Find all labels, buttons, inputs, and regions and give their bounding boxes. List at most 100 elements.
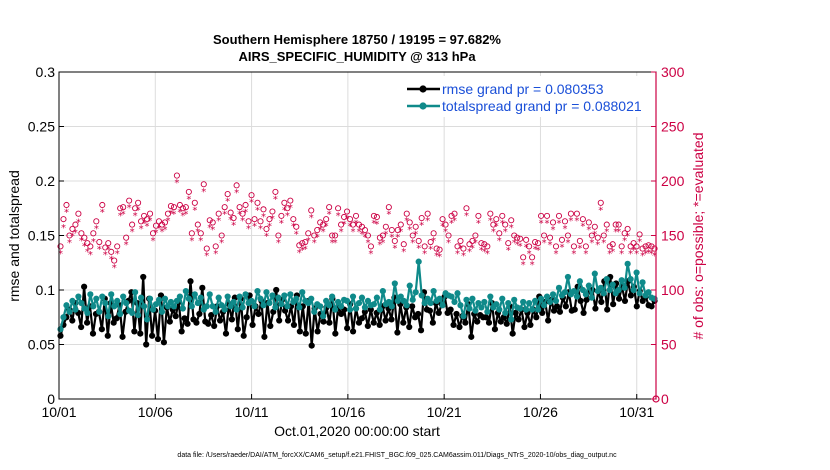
- obs-possible-marker: [108, 248, 115, 255]
- y-left-tick-label-3: 0.15: [28, 228, 55, 244]
- totalspread-point: [627, 276, 634, 283]
- totalspread-point: [582, 291, 589, 298]
- obs-evaluated-marker: *: [470, 243, 475, 254]
- obs-evaluated-marker: *: [306, 236, 311, 247]
- obs-evaluated-marker: *: [142, 218, 147, 229]
- totalspread-point: [421, 299, 428, 307]
- totalspread-point: [484, 308, 491, 315]
- obs-evaluated-marker: *: [294, 229, 299, 240]
- obs-possible-marker: [397, 221, 404, 228]
- obs-evaluated-marker: *: [237, 210, 242, 221]
- obs-possible-marker: [272, 188, 279, 195]
- obs-evaluated-marker: *: [637, 237, 642, 248]
- totalspread-point: [391, 280, 398, 287]
- obs-evaluated-marker: *: [139, 224, 144, 235]
- obs-possible-marker: [618, 243, 625, 250]
- obs-possible-marker: [170, 204, 177, 211]
- obs-possible-marker: [209, 219, 216, 226]
- obs-evaluated-marker: *: [592, 229, 597, 240]
- obs-possible-marker: [236, 204, 243, 211]
- totalspread-point: [469, 295, 476, 302]
- obs-evaluated-marker: *: [521, 260, 526, 271]
- totalspread-point: [197, 294, 204, 301]
- rmse-point: [193, 319, 200, 326]
- obs-possible-marker: [141, 212, 148, 219]
- obs-possible-marker: [335, 205, 342, 212]
- rmse-point: [562, 303, 569, 310]
- obs-evaluated-marker: *: [183, 210, 188, 221]
- x-tick-label-2: 10/11: [235, 404, 269, 420]
- totalspread-point: [117, 310, 124, 318]
- totalspread-point: [394, 297, 401, 304]
- obs-possible-marker: [290, 216, 297, 223]
- rmse-point: [400, 319, 407, 326]
- rmse-point: [320, 318, 327, 325]
- obs-possible-marker: [612, 221, 619, 228]
- rmse-point: [243, 314, 250, 321]
- rmse-point: [154, 335, 162, 343]
- obs-evaluated-marker: *: [258, 224, 263, 235]
- rmse-point: [556, 308, 564, 315]
- obs-evaluated-marker: *: [440, 222, 445, 233]
- totalspread-point: [600, 290, 607, 297]
- rmse-point: [382, 317, 389, 324]
- totalspread-point: [63, 302, 70, 309]
- obs-evaluated-marker: *: [151, 236, 156, 247]
- obs-evaluated-marker: *: [333, 238, 338, 249]
- rmse-point: [550, 307, 558, 314]
- obs-possible-marker: [293, 223, 300, 230]
- obs-possible-marker: [415, 237, 422, 244]
- obs-evaluated-marker: *: [348, 222, 353, 233]
- obs-possible-marker: [445, 232, 452, 239]
- totalspread-point: [269, 292, 276, 299]
- obs-evaluated-marker: *: [389, 233, 394, 244]
- obs-possible-marker: [96, 238, 103, 246]
- rmse-point: [234, 326, 241, 333]
- rmse-point: [406, 323, 413, 331]
- totalspread-point: [215, 294, 222, 301]
- obs-evaluated-marker: *: [640, 251, 645, 262]
- rmse-point: [512, 309, 519, 316]
- obs-possible-marker: [233, 182, 240, 189]
- obs-evaluated-marker: *: [168, 209, 173, 220]
- totalspread-point: [332, 306, 339, 313]
- totalspread-point: [370, 301, 378, 308]
- obs-evaluated-marker: *: [386, 210, 391, 221]
- totalspread-point: [99, 293, 106, 300]
- obs-evaluated-marker: *: [309, 213, 314, 224]
- obs-possible-marker: [538, 212, 545, 219]
- obs-evaluated-marker: *: [97, 245, 102, 256]
- obs-possible-marker: [254, 199, 261, 206]
- obs-possible-marker: [105, 240, 112, 247]
- legend-spread-label: totalspread grand pr = 0.088021: [442, 98, 642, 114]
- rmse-point: [205, 320, 212, 327]
- rmse-point: [178, 328, 185, 335]
- obs-possible-marker: [484, 243, 491, 250]
- obs-possible-marker: [257, 218, 264, 225]
- totalspread-point: [164, 303, 172, 310]
- obs-possible-marker: [436, 246, 443, 253]
- obs-evaluated-marker: *: [228, 215, 233, 226]
- obs-possible-marker: [167, 203, 174, 210]
- totalspread-point: [123, 299, 130, 307]
- rmse-point: [553, 303, 561, 310]
- totalspread-point: [597, 284, 604, 291]
- totalspread-point: [203, 303, 210, 310]
- obs-possible-marker: [472, 232, 479, 239]
- x-tick-label-1: 10/06: [138, 404, 173, 420]
- obs-evaluated-marker: *: [207, 223, 212, 234]
- obs-evaluated-marker: *: [583, 249, 588, 260]
- obs-evaluated-marker: *: [607, 249, 612, 260]
- rmse-point: [326, 319, 333, 326]
- obs-evaluated-marker: *: [595, 240, 600, 251]
- totalspread-point: [579, 286, 586, 294]
- obs-possible-marker: [63, 201, 70, 209]
- obs-evaluated-marker: *: [171, 210, 176, 221]
- obs-possible-marker: [412, 223, 419, 230]
- obs-possible-marker: [400, 241, 407, 248]
- totalspread-point: [158, 308, 166, 315]
- obs-evaluated-marker: *: [321, 227, 326, 238]
- obs-evaluated-marker: *: [312, 238, 317, 249]
- obs-possible-marker: [90, 230, 97, 237]
- obs-possible-marker: [75, 210, 82, 217]
